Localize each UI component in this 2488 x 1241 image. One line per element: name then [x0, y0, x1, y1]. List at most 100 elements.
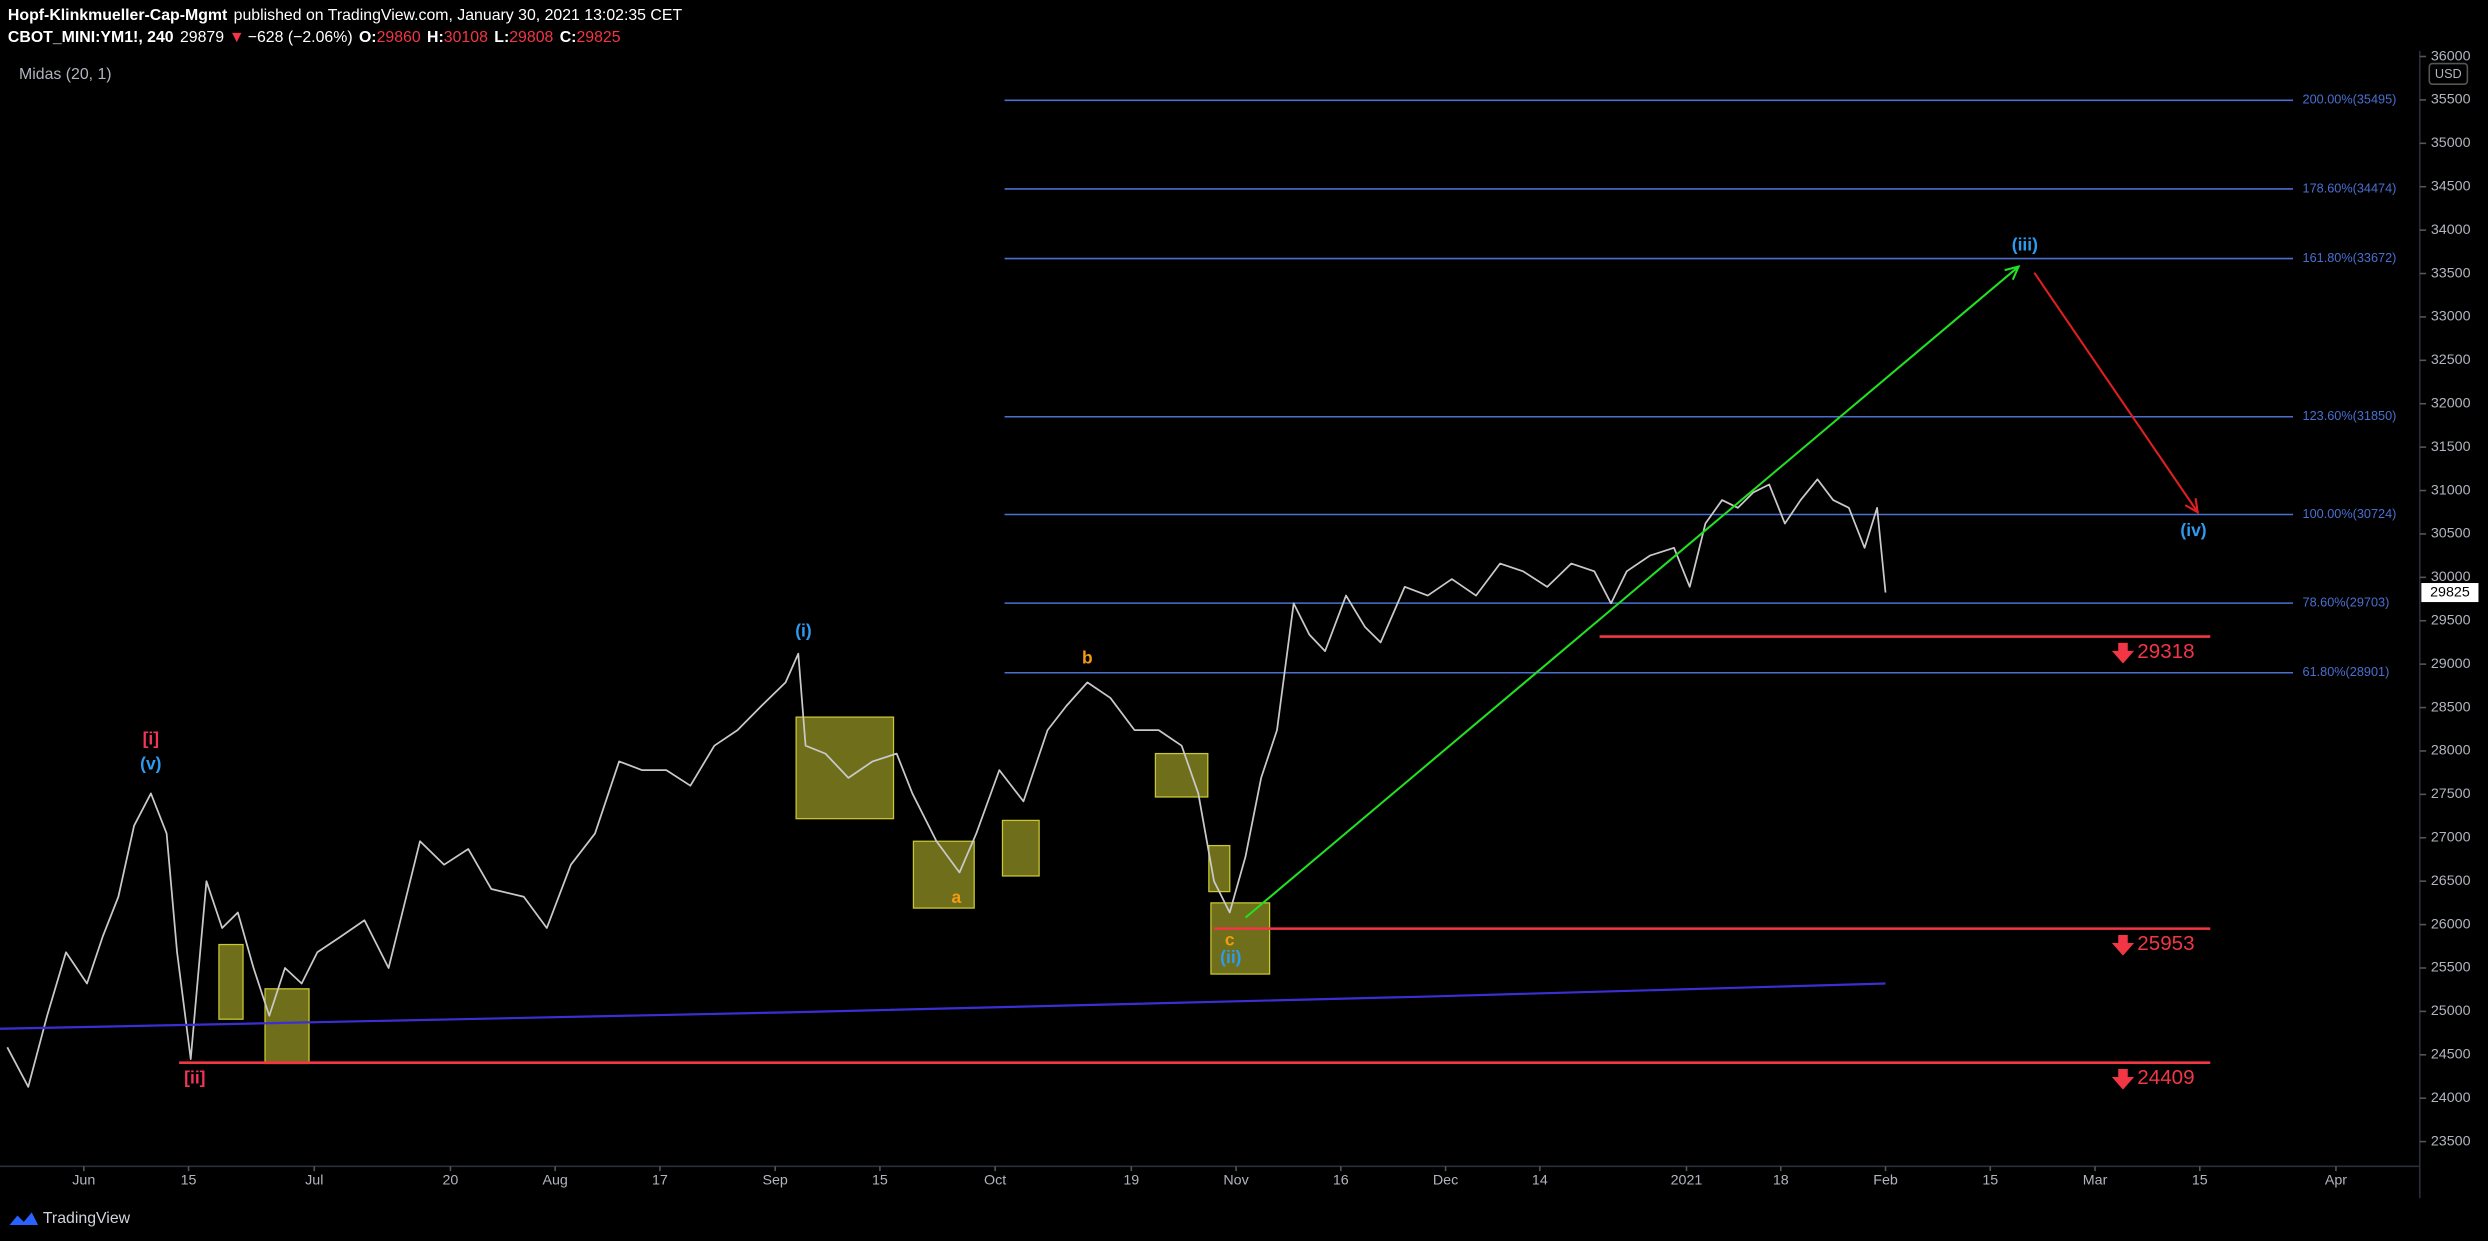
- x-tick-label: 19: [1123, 1172, 1139, 1188]
- x-tick-label: 14: [1532, 1172, 1548, 1188]
- x-tick-label: 20: [442, 1172, 458, 1188]
- currency: USD: [2435, 67, 2462, 81]
- x-tick-label: 17: [652, 1172, 668, 1188]
- y-tick-label: 36000: [2431, 48, 2471, 64]
- wave-label: (iii): [2012, 234, 2038, 254]
- x-tick-label: 18: [1773, 1172, 1789, 1188]
- trend-arrow: [1244, 265, 2020, 919]
- y-tick-label: 26500: [2431, 873, 2471, 889]
- x-tick-label: Jun: [72, 1172, 95, 1188]
- down-triangle: ▼: [229, 29, 245, 46]
- brand-logo: [9, 1212, 39, 1226]
- ohlc-value: 30108: [444, 29, 488, 46]
- wave-label: [i]: [143, 728, 159, 748]
- last-price-tag: [2421, 583, 2479, 603]
- symbol: CBOT_MINI:YM1!, 240: [8, 29, 174, 46]
- x-tick-label: 2021: [1671, 1172, 1703, 1188]
- author: Hopf-Klinkmueller-Cap-Mgmt: [8, 7, 228, 24]
- y-tick-label: 28000: [2431, 743, 2471, 759]
- arrow-head: [2004, 265, 2021, 281]
- fib-label: 100.00%(30724): [2303, 507, 2397, 521]
- y-tick-label: 31000: [2431, 482, 2471, 498]
- zone-box: [264, 988, 310, 1065]
- fib-label: 178.60%(34474): [2303, 181, 2397, 195]
- x-tick-label: 15: [181, 1172, 197, 1188]
- zone-box: [1210, 902, 1271, 975]
- x-tick-label: Oct: [984, 1172, 1006, 1188]
- brand[interactable]: TradingView: [9, 1210, 131, 1227]
- x-tick-label: 15: [2192, 1172, 2208, 1188]
- wave-label: c: [1225, 930, 1235, 950]
- y-tick-label: 32500: [2431, 352, 2471, 368]
- y-tick-label: 25000: [2431, 1003, 2471, 1019]
- price-line: [0, 982, 1886, 1030]
- published: published on TradingView.com, January 30…: [234, 7, 683, 24]
- x-tick-label: 15: [1982, 1172, 1998, 1188]
- x-tick-label: Feb: [1873, 1172, 1898, 1188]
- x-tick-label: Dec: [1433, 1172, 1458, 1188]
- zone-box: [795, 716, 895, 820]
- y-tick-label: 24000: [2431, 1090, 2471, 1106]
- x-tick-label: Mar: [2083, 1172, 2108, 1188]
- header-line-2: CBOT_MINI:YM1!, 240 29879 ▼ −628 (−2.06%) O:…: [8, 29, 621, 46]
- y-tick-label: 30500: [2431, 526, 2471, 542]
- x-tick-label: Nov: [1223, 1172, 1249, 1188]
- fib-label: 61.80%(28901): [2303, 665, 2390, 679]
- wave-label: [ii]: [184, 1068, 205, 1088]
- header-line-1: Hopf-Klinkmueller-Cap-Mgmt published on T…: [8, 7, 683, 24]
- y-tick-label: 31500: [2431, 439, 2471, 455]
- y-tick-label: 27000: [2431, 830, 2471, 846]
- level-label: 29318: [2137, 640, 2194, 663]
- y-tick-label: 34500: [2431, 178, 2471, 194]
- y-tick-label: 35000: [2431, 135, 2471, 151]
- ohlc-label: L:: [494, 29, 509, 46]
- last-price-label: 29825: [2430, 584, 2470, 600]
- level-arrow-icon: [2111, 935, 2135, 956]
- y-tick-label: 27500: [2431, 786, 2471, 802]
- arrow-head: [2184, 498, 2200, 515]
- wave-label: (iv): [2180, 520, 2206, 540]
- ohlc-value: 29860: [377, 29, 421, 46]
- x-tick-label: Jul: [305, 1172, 323, 1188]
- level-label: 25953: [2137, 932, 2194, 955]
- y-tick-label: 33000: [2431, 309, 2471, 325]
- zone-box: [1001, 819, 1040, 877]
- zone-box: [218, 943, 244, 1020]
- wave-label: (v): [140, 753, 161, 773]
- x-tick-label: Aug: [542, 1172, 567, 1188]
- y-tick-label: 34000: [2431, 222, 2471, 238]
- fib-label: 78.60%(29703): [2303, 595, 2390, 609]
- trend-arrow: [2033, 272, 2199, 513]
- zone-box: [1154, 752, 1209, 798]
- ohlc-value: 29808: [509, 29, 553, 46]
- y-tick-label: 24500: [2431, 1047, 2471, 1063]
- wave-label: b: [1082, 648, 1093, 668]
- ohlc-label: O:: [359, 29, 377, 46]
- wave-label: a: [952, 887, 962, 907]
- y-tick-label: 25500: [2431, 960, 2471, 976]
- level-arrow-icon: [2111, 642, 2135, 664]
- level-label: 24409: [2137, 1066, 2194, 1089]
- brand-name: TradingView: [43, 1210, 131, 1227]
- wave-label: (i): [795, 621, 811, 641]
- currency-box[interactable]: [2428, 62, 2469, 85]
- y-tick-label: 35500: [2431, 92, 2471, 108]
- fib-label: 161.80%(33672): [2303, 251, 2397, 265]
- x-tick-label: 15: [872, 1172, 888, 1188]
- fib-label: 200.00%(35495): [2303, 93, 2397, 107]
- y-tick-label: 28500: [2431, 699, 2471, 715]
- ohlc-label: H:: [427, 29, 444, 46]
- ohlc-label: C:: [560, 29, 577, 46]
- y-tick-label: 23500: [2431, 1133, 2471, 1149]
- indicator-legend[interactable]: Midas (20, 1): [19, 66, 112, 83]
- x-tick-label: Sep: [762, 1172, 787, 1188]
- last: 29879: [180, 29, 224, 46]
- ohlc-value: 29825: [576, 29, 620, 46]
- x-tick-label: 16: [1333, 1172, 1349, 1188]
- wave-label: (ii): [1220, 947, 1241, 967]
- price-line: [6, 478, 1887, 1088]
- y-tick-label: 32000: [2431, 395, 2471, 411]
- y-tick-label: 33500: [2431, 265, 2471, 281]
